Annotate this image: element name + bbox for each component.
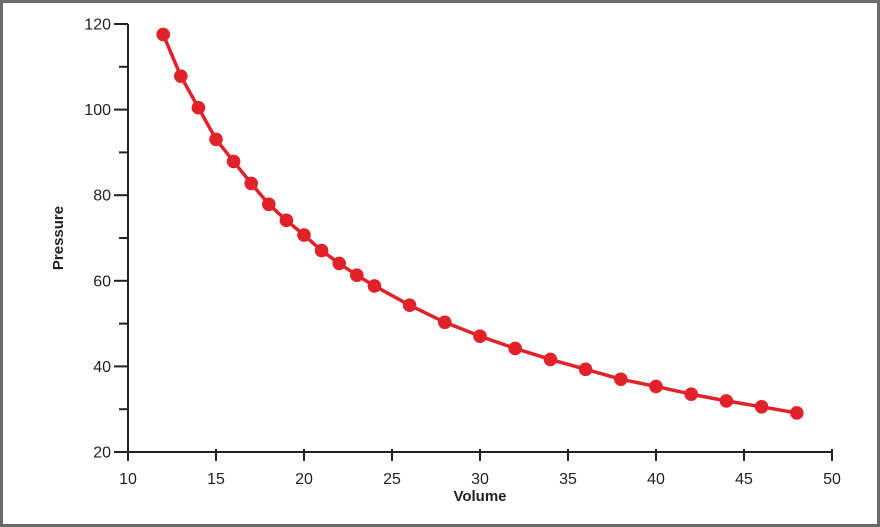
data-point bbox=[262, 197, 276, 212]
data-point bbox=[314, 243, 329, 258]
data-point bbox=[614, 372, 628, 387]
x-tick-label: 40 bbox=[647, 471, 665, 488]
y-tick-label: 120 bbox=[84, 17, 111, 34]
data-point bbox=[297, 228, 311, 242]
data-point bbox=[508, 341, 522, 356]
x-tick-label: 20 bbox=[295, 471, 313, 488]
data-point bbox=[279, 213, 294, 228]
y-tick-label: 40 bbox=[93, 359, 111, 376]
x-tick-label: 45 bbox=[735, 471, 753, 488]
series-line bbox=[161, 32, 799, 415]
y-tick-label: 20 bbox=[93, 445, 111, 462]
y-tick-label: 80 bbox=[93, 188, 111, 205]
x-axis-title: Volume bbox=[453, 488, 506, 505]
data-point bbox=[156, 27, 170, 42]
data-point bbox=[438, 315, 452, 330]
x-tick-label: 15 bbox=[207, 471, 225, 488]
data-point bbox=[649, 379, 663, 394]
data-point bbox=[790, 406, 804, 420]
data-point bbox=[578, 362, 593, 377]
data-point bbox=[209, 132, 223, 147]
x-tick-label: 35 bbox=[559, 471, 577, 488]
data-point bbox=[719, 394, 734, 408]
data-point bbox=[174, 69, 188, 83]
x-tick-label: 25 bbox=[383, 471, 401, 488]
data-point bbox=[191, 100, 206, 115]
data-point bbox=[226, 154, 241, 169]
data-point bbox=[543, 352, 558, 367]
y-axis-title: Pressure bbox=[50, 206, 67, 270]
data-point bbox=[350, 268, 364, 282]
data-point bbox=[473, 329, 487, 343]
plot-area: 20 40 60 80 100 120 10 15 20 25 30 35 40 45 50 bbox=[84, 17, 841, 489]
data-point bbox=[754, 400, 769, 414]
data-point bbox=[244, 176, 258, 191]
data-point bbox=[402, 298, 417, 312]
x-tick-label: 10 bbox=[119, 471, 137, 488]
y-tick-label: 60 bbox=[93, 273, 111, 290]
x-tick-label: 30 bbox=[471, 471, 489, 488]
data-point bbox=[684, 387, 698, 402]
y-tick-label: 100 bbox=[84, 102, 111, 119]
data-point bbox=[332, 256, 347, 271]
x-tick-label: 50 bbox=[823, 471, 841, 488]
data-point bbox=[367, 279, 382, 293]
